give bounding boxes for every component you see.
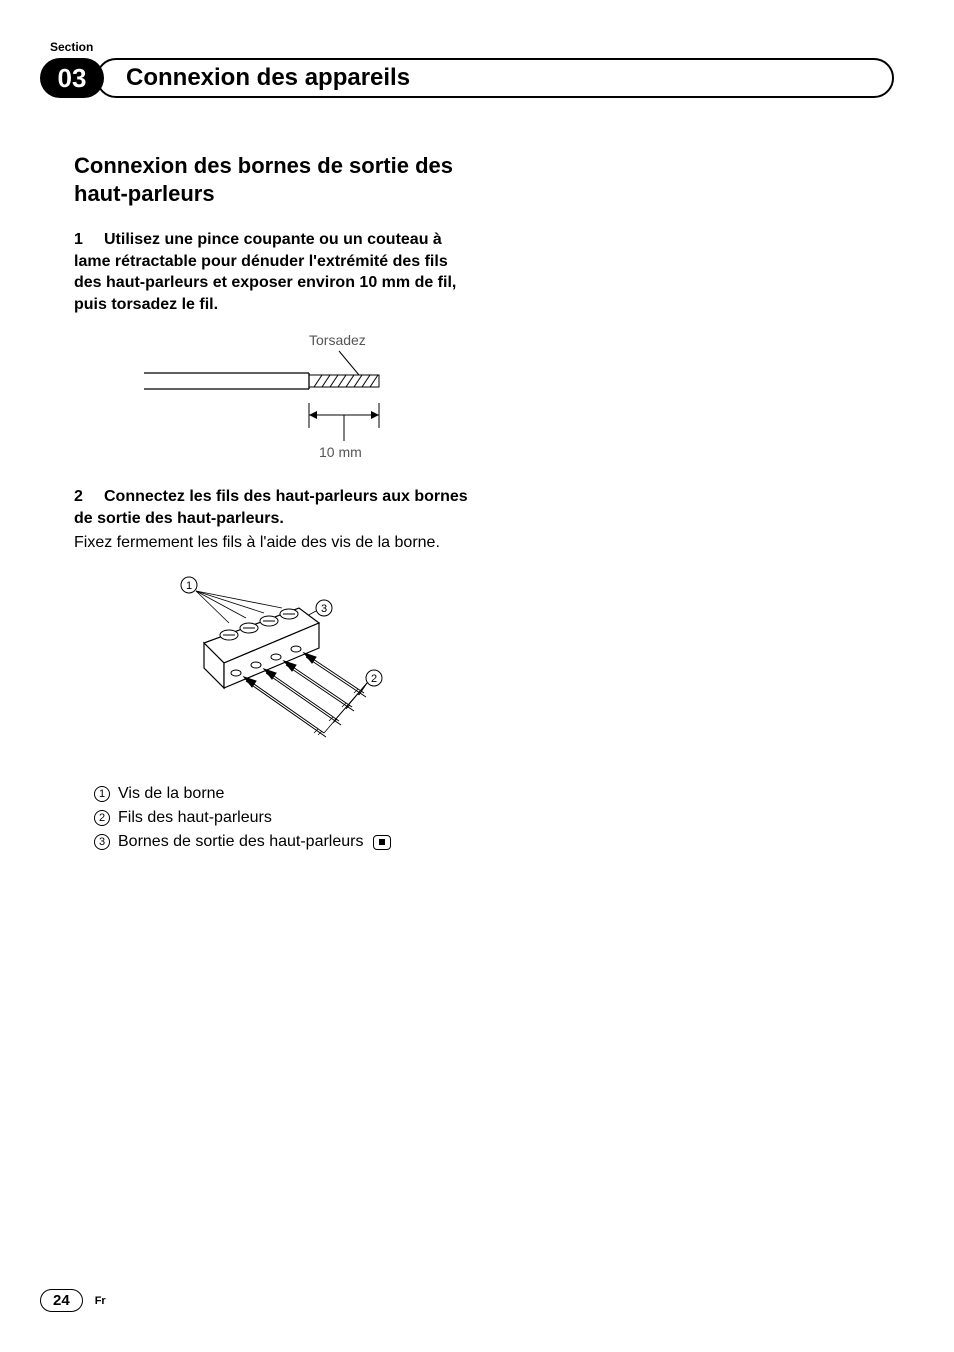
step-2-bold-text: Connectez les fils des haut-parleurs aux… [74,488,468,527]
chapter-header: Connexion des appareils 03 [40,58,894,102]
section-number-pill: 03 [40,58,104,98]
chapter-title: Connexion des appareils [126,64,410,92]
language-code: Fr [95,1295,106,1307]
step-1: 1Utilisez une pince coupante ou un coute… [74,229,474,315]
fig2-callout-2: 2 [371,673,377,685]
legend-num-3: 3 [94,834,110,850]
page-footer: 24 Fr [40,1289,106,1312]
fig1-label-top: Torsadez [309,333,366,348]
legend-item-3: 3 Bornes de sortie des haut-parleurs [94,830,474,854]
page-number: 24 [40,1289,83,1312]
legend: 1 Vis de la borne 2 Fils des haut-parleu… [94,782,474,854]
legend-text-3: Bornes de sortie des haut-parleurs [118,830,363,854]
legend-num-2: 2 [94,810,110,826]
legend-text-2: Fils des haut-parleurs [118,806,272,830]
step-2-number: 2 [74,486,104,508]
fig1-label-bottom: 10 mm [319,444,362,460]
step-1-number: 1 [74,229,104,251]
legend-item-2: 2 Fils des haut-parleurs [94,806,474,830]
section-label: Section [50,40,894,54]
subheading: Connexion des bornes de sortie des haut-… [74,152,474,207]
legend-text-1: Vis de la borne [118,782,224,806]
figure-wire-strip: Torsadez 10 mm [144,333,414,463]
legend-item-1: 1 Vis de la borne [94,782,474,806]
chapter-title-outline: Connexion des appareils [96,58,894,98]
step-1-text: Utilisez une pince coupante ou un coutea… [74,231,456,313]
step-2: 2Connectez les fils des haut-parleurs au… [74,486,474,529]
legend-num-1: 1 [94,786,110,802]
fig2-callout-3: 3 [321,603,327,615]
section-number: 03 [58,63,87,94]
end-of-section-icon [373,835,391,850]
main-content: Connexion des bornes de sortie des haut-… [74,152,474,854]
step-2-plain-text: Fixez fermement les fils à l'aide des vi… [74,532,474,554]
figure-terminal-block: 1 3 [174,573,384,753]
fig2-callout-1: 1 [186,580,192,592]
